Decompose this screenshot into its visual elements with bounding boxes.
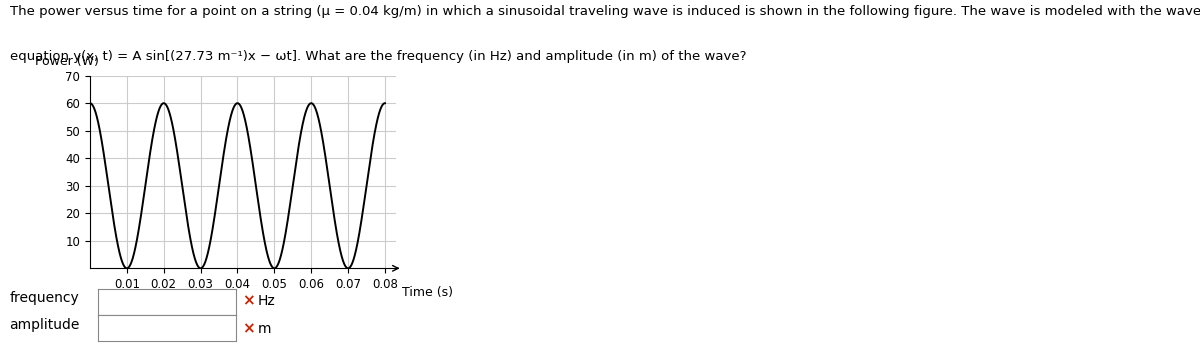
Text: frequency: frequency	[10, 291, 79, 304]
Text: amplitude: amplitude	[10, 318, 80, 332]
Text: The power versus time for a point on a string (μ = 0.04 kg/m) in which a sinusoi: The power versus time for a point on a s…	[10, 5, 1200, 18]
Text: m: m	[258, 322, 271, 335]
Text: Power (W): Power (W)	[35, 55, 98, 68]
Text: Hz: Hz	[258, 294, 276, 308]
Text: ×: ×	[242, 321, 256, 336]
Text: equation y(x, t) = A sin[(27.73 m⁻¹)x − ωt]. What are the frequency (in Hz) and : equation y(x, t) = A sin[(27.73 m⁻¹)x − …	[10, 50, 746, 63]
Text: Time (s): Time (s)	[402, 286, 454, 299]
Text: ×: ×	[242, 293, 256, 309]
